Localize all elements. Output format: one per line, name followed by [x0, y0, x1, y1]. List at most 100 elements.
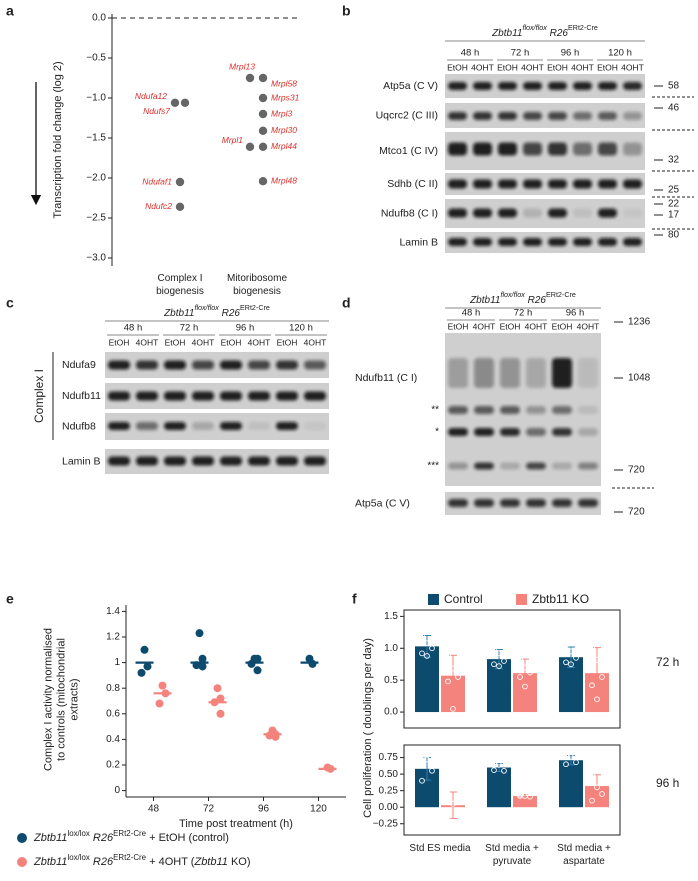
row-label: Ndufb8 (C I) [381, 207, 438, 219]
band [192, 360, 214, 370]
band [573, 179, 592, 189]
marker-label: 80 [668, 230, 680, 241]
band [448, 358, 468, 388]
band [248, 456, 270, 466]
point [419, 777, 425, 784]
point [573, 759, 579, 766]
band [448, 82, 467, 90]
rich-text: Zbtb11flox/flox R26ERt2-Cre [469, 290, 576, 305]
row-label: Atp5a (C V) [383, 80, 438, 92]
panel-letter: b [342, 3, 351, 19]
text-part: R26 [90, 856, 114, 868]
band [552, 428, 572, 436]
panel-letter: d [342, 295, 351, 311]
legend-swatch [17, 833, 27, 843]
point [527, 669, 533, 676]
text-part: Zbtb11 [163, 308, 194, 319]
panel-letter: c [6, 295, 14, 311]
marker-label: 720 [628, 465, 645, 476]
band [248, 391, 270, 401]
band [573, 208, 592, 218]
x-tick-label: Std ES media [409, 843, 471, 854]
point [424, 756, 430, 763]
band [108, 391, 130, 401]
lane-label: EtOH [597, 62, 618, 72]
time-label: 96 h [561, 48, 580, 59]
panel-letter: f [352, 591, 357, 607]
band [523, 112, 542, 120]
band [578, 428, 598, 436]
point [589, 797, 595, 804]
band [578, 406, 598, 414]
point-label: Mrpl48 [271, 175, 297, 185]
point [195, 629, 204, 638]
y-tick-label: −0.25 [373, 818, 399, 829]
band [192, 391, 214, 401]
lane-label: 4OHT [473, 321, 496, 331]
band-annotation: ** [431, 405, 439, 416]
y-tick-label: 0.8 [106, 683, 120, 694]
band [448, 428, 468, 436]
band [448, 179, 467, 189]
text-part: ERt2-Cre [546, 290, 576, 299]
band [220, 422, 242, 430]
band [220, 360, 242, 370]
text-part: flox/flox [522, 23, 547, 32]
lane-label: 4OHT [192, 337, 215, 347]
point [245, 142, 255, 151]
y-tick-label: 1.4 [106, 606, 120, 617]
x-tick-label: 72 [203, 804, 215, 815]
lane-label: 4OHT [571, 62, 594, 72]
point [429, 767, 435, 774]
point [253, 666, 262, 675]
y-tick-label: 1 [114, 657, 120, 668]
point [258, 126, 268, 135]
band [573, 142, 592, 156]
band [276, 422, 298, 430]
lane-label: 4OHT [304, 337, 327, 347]
band [498, 208, 517, 218]
legend-label: Control [444, 592, 483, 606]
y-tick-label: −3.0 [86, 253, 106, 264]
band [548, 112, 567, 120]
text-part: flox/flox [500, 290, 525, 299]
x-tick-label: Std media + pyruvate [485, 843, 539, 867]
group-label: Complex I [32, 369, 46, 423]
point [419, 753, 425, 760]
x-tick-label: 48 [148, 804, 160, 815]
band [552, 462, 572, 470]
point [589, 644, 595, 650]
y-axis-label: Cell proliferation ( doublings per day) [362, 638, 374, 818]
marker-label: 17 [668, 210, 680, 221]
band [548, 208, 567, 218]
point [258, 109, 268, 119]
y-tick-label: 0.0 [384, 707, 398, 718]
point [258, 177, 268, 186]
band [598, 82, 617, 90]
point [496, 650, 502, 657]
band [526, 499, 546, 507]
text-part: lox/lox [67, 853, 89, 862]
band [573, 238, 592, 246]
band [473, 82, 492, 90]
band [473, 179, 492, 189]
band [598, 238, 617, 246]
point [599, 791, 605, 797]
band [448, 112, 467, 120]
point [563, 642, 569, 648]
band [474, 462, 494, 470]
lane-label: EtOH [221, 337, 242, 347]
lane-label: EtOH [109, 337, 130, 347]
band [552, 406, 572, 414]
text-part: Zbtb11 [469, 295, 500, 306]
text-part: ERt2-Cre [568, 23, 598, 32]
point [455, 807, 461, 814]
text-part: R26 [525, 295, 547, 306]
row-label: Ndufb11 (C I) [355, 372, 417, 384]
band [136, 422, 158, 430]
rich-text: Zbtb11lox/lox R26ERt2-Cre + 4OHT (Zbtb11… [33, 853, 251, 868]
band [164, 422, 186, 430]
point [155, 699, 164, 708]
panel-letter: a [6, 3, 14, 19]
marker-label: 46 [668, 103, 680, 114]
